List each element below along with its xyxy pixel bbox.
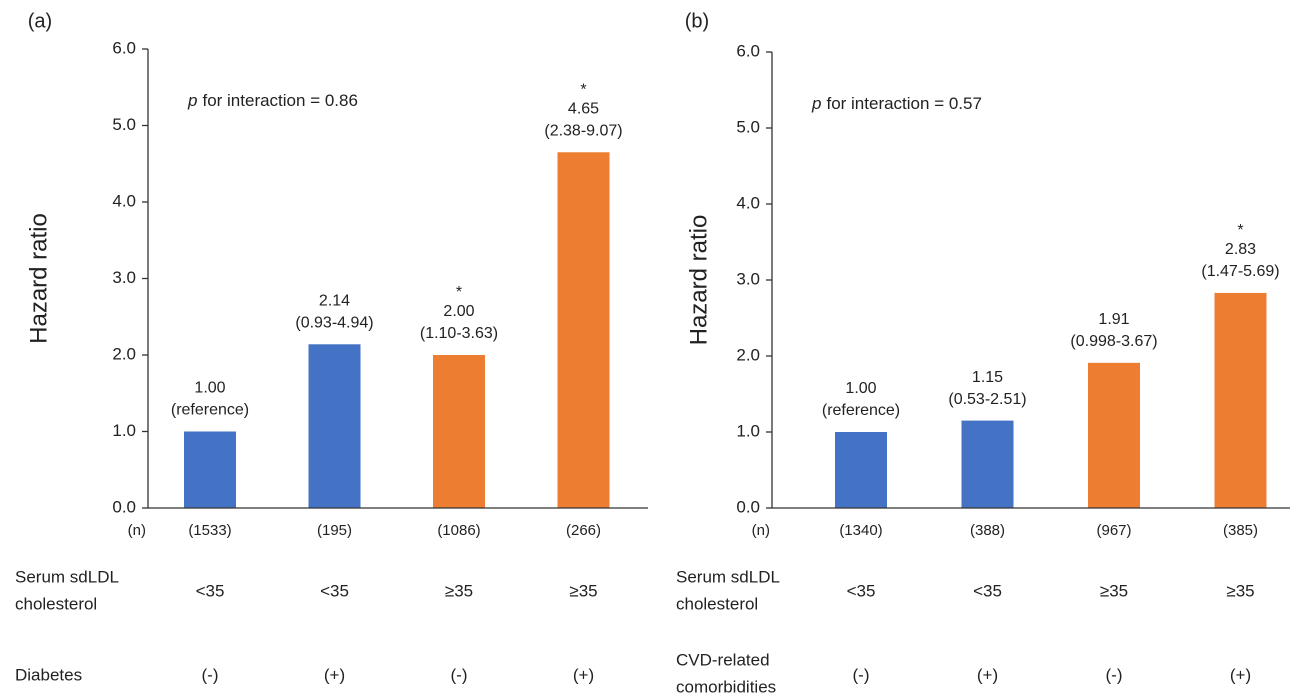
y-tick-label: 6.0 (112, 38, 136, 57)
ci-label: (0.53-2.51) (948, 391, 1026, 408)
row-value: <35 (847, 581, 876, 600)
y-tick-label: 1.0 (736, 421, 760, 440)
bar (1088, 362, 1140, 508)
n-label: (1533) (188, 522, 231, 539)
y-tick-label: 2.0 (112, 344, 136, 363)
bar (835, 432, 887, 508)
annotation: p for interaction = 0.86 (187, 91, 358, 110)
annotation: p for interaction = 0.57 (811, 94, 982, 113)
ci-label: (2.38-9.07) (544, 122, 622, 139)
n-header: (n) (128, 522, 146, 539)
row-label: comorbidities (676, 677, 776, 696)
row-value: ≥35 (1226, 581, 1254, 600)
value-label: 1.00 (845, 380, 876, 397)
y-tick-label: 0.0 (112, 497, 136, 516)
annotation-italic: p (187, 91, 197, 110)
y-tick-label: 5.0 (736, 117, 760, 136)
y-tick-label: 1.0 (112, 421, 136, 440)
y-tick-label: 3.0 (112, 268, 136, 287)
y-axis-label: Hazard ratio (685, 215, 712, 346)
annotation-text: for interaction = 0.57 (826, 94, 981, 113)
row-label: Diabetes (15, 665, 82, 684)
y-tick-label: 2.0 (736, 345, 760, 364)
row-value: ≥35 (1100, 581, 1128, 600)
row-label: CVD-related (676, 650, 770, 669)
row-value: (+) (324, 665, 345, 684)
n-label: (385) (1223, 522, 1258, 539)
row-value: (+) (1230, 665, 1251, 684)
y-tick-label: 5.0 (112, 115, 136, 134)
n-header: (n) (752, 522, 770, 539)
row-value: <35 (196, 581, 225, 600)
significance-mark: * (456, 284, 462, 301)
bar (557, 152, 610, 508)
n-label: (1340) (839, 522, 882, 539)
y-tick-label: 4.0 (736, 193, 760, 212)
row-value: (-) (1106, 665, 1123, 684)
value-label: 2.83 (1225, 241, 1256, 258)
value-label: 1.91 (1098, 311, 1129, 328)
y-axis-label: Hazard ratio (25, 213, 52, 344)
row-value: ≥35 (445, 581, 473, 600)
y-tick-label: 4.0 (112, 191, 136, 210)
row-label: cholesterol (676, 594, 758, 613)
significance-mark: * (580, 81, 586, 98)
ci-label: (1.47-5.69) (1201, 263, 1279, 280)
annotation-italic: p (811, 94, 821, 113)
row-value: <35 (320, 581, 349, 600)
row-value: (+) (977, 665, 998, 684)
value-label: 1.15 (972, 369, 1003, 386)
n-label: (1086) (437, 522, 480, 539)
row-label: Serum sdLDL (676, 567, 780, 586)
ci-label: (reference) (822, 402, 900, 419)
value-label: 2.00 (443, 303, 474, 320)
row-value: (+) (573, 665, 594, 684)
panel-label: (b) (685, 10, 709, 32)
n-label: (266) (566, 522, 601, 539)
panel-label: (a) (28, 10, 52, 32)
row-label: Serum sdLDL (15, 567, 119, 586)
n-label: (195) (317, 522, 352, 539)
bar (961, 420, 1014, 508)
row-value: (-) (853, 665, 870, 684)
value-label: 1.00 (194, 380, 225, 397)
ci-label: (reference) (171, 402, 249, 419)
n-label: (388) (970, 522, 1005, 539)
bar (308, 344, 361, 508)
bar (184, 431, 236, 508)
row-value: (-) (451, 665, 468, 684)
n-label: (967) (1096, 522, 1131, 539)
y-tick-label: 6.0 (736, 41, 760, 60)
value-label: 2.14 (319, 293, 350, 310)
ci-label: (0.93-4.94) (295, 315, 373, 332)
row-value: (-) (202, 665, 219, 684)
row-value: <35 (973, 581, 1002, 600)
y-tick-label: 0.0 (736, 497, 760, 516)
annotation-text: for interaction = 0.86 (202, 91, 357, 110)
value-label: 4.65 (568, 100, 599, 117)
bar (433, 355, 485, 508)
ci-label: (1.10-3.63) (420, 325, 498, 342)
bar (1214, 292, 1267, 508)
row-value: ≥35 (569, 581, 597, 600)
ci-label: (0.998-3.67) (1070, 333, 1157, 350)
row-label: cholesterol (15, 594, 97, 613)
significance-mark: * (1237, 222, 1243, 239)
y-tick-label: 3.0 (736, 269, 760, 288)
